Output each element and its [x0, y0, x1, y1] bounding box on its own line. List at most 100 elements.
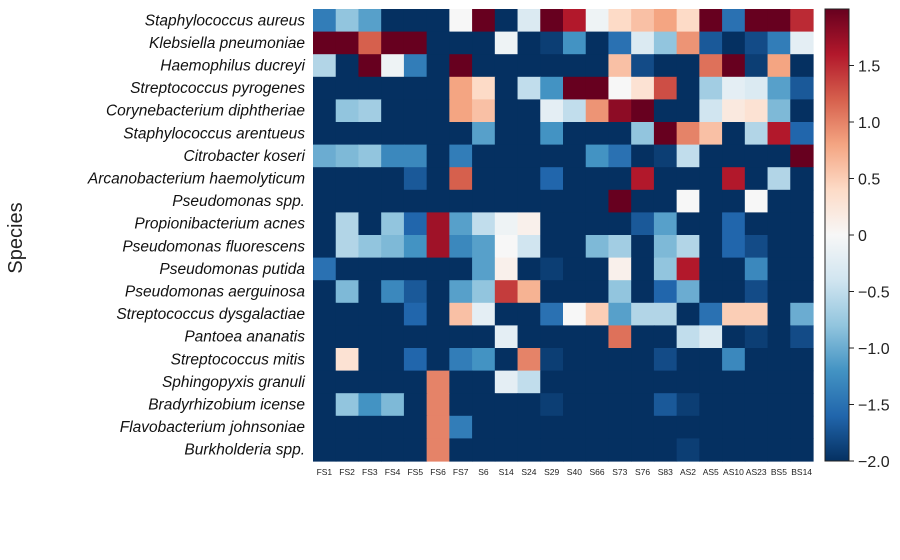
- heatmap-cell: [585, 99, 610, 123]
- heatmap-cell: [381, 348, 405, 372]
- column-label: FS7: [453, 467, 469, 477]
- heatmap-cell: [358, 76, 382, 100]
- heatmap-cell: [631, 370, 655, 394]
- heatmap-cell: [381, 370, 405, 394]
- heatmap-cell: [676, 99, 700, 123]
- heatmap-cell: [790, 122, 814, 146]
- heatmap-cell: [381, 302, 405, 326]
- heatmap-cell: [676, 167, 700, 191]
- heatmap-cell: [426, 99, 450, 123]
- colorbar-tick-label: 1.0: [858, 115, 880, 132]
- heatmap-cell: [313, 257, 337, 281]
- heatmap-cell: [653, 393, 678, 417]
- heatmap-cell: [426, 212, 450, 236]
- heatmap-cell: [381, 144, 405, 168]
- heatmap-cell: [403, 393, 428, 417]
- heatmap-cell: [449, 325, 473, 349]
- heatmap-cell: [540, 438, 564, 462]
- heatmap-cell: [653, 302, 678, 326]
- heatmap-cell: [494, 212, 519, 236]
- heatmap-cell: [790, 370, 814, 394]
- heatmap-cell: [767, 325, 791, 349]
- heatmap-cell: [790, 99, 814, 123]
- heatmap-cell: [358, 54, 382, 78]
- heatmap-cell: [449, 9, 473, 33]
- heatmap-cell: [313, 54, 337, 78]
- heatmap-cell: [358, 99, 382, 123]
- heatmap-cell: [426, 76, 450, 100]
- heatmap-cell: [790, 167, 814, 191]
- heatmap-cell: [335, 212, 360, 236]
- heatmap-cell: [653, 99, 678, 123]
- column-label: FS1: [317, 467, 333, 477]
- heatmap-cell: [585, 325, 610, 349]
- column-label: BS14: [791, 467, 812, 477]
- heatmap-cell: [517, 257, 541, 281]
- heatmap-cell: [449, 167, 473, 191]
- heatmap-cell: [381, 212, 405, 236]
- row-label: Sphingopyxis granuli: [162, 374, 306, 391]
- heatmap-cell: [335, 99, 360, 123]
- y-axis-label: Species: [5, 202, 27, 273]
- heatmap-cell: [653, 189, 678, 213]
- heatmap-cell: [540, 167, 564, 191]
- heatmap-cell: [676, 415, 700, 439]
- heatmap-cell: [676, 122, 700, 146]
- heatmap-cell: [653, 167, 678, 191]
- heatmap-cell: [608, 144, 632, 168]
- heatmap-cell: [517, 325, 541, 349]
- heatmap-cell: [767, 167, 791, 191]
- heatmap-cell: [358, 167, 382, 191]
- heatmap-cell: [381, 257, 405, 281]
- heatmap-cell: [722, 302, 746, 326]
- heatmap-cell: [563, 76, 587, 100]
- column-label: AS5: [703, 467, 719, 477]
- row-label: Burkholderia spp.: [184, 442, 305, 459]
- heatmap-cell: [335, 257, 360, 281]
- heatmap-cell: [699, 76, 723, 100]
- row-label: Klebsiella pneumoniae: [149, 35, 305, 52]
- heatmap-cell: [426, 257, 450, 281]
- heatmap-cell: [403, 348, 428, 372]
- heatmap-cell: [335, 167, 360, 191]
- heatmap-cell: [494, 54, 519, 78]
- heatmap-cell: [335, 280, 360, 304]
- heatmap-cell: [722, 415, 746, 439]
- heatmap-cell: [381, 99, 405, 123]
- heatmap-cell: [335, 302, 360, 326]
- heatmap-cell: [631, 257, 655, 281]
- colorbar-tick-label: 0: [858, 228, 867, 245]
- heatmap-cell: [699, 415, 723, 439]
- heatmap-cell: [767, 393, 791, 417]
- heatmap-cell: [744, 280, 769, 304]
- heatmap-cell: [449, 99, 473, 123]
- heatmap-cell: [540, 370, 564, 394]
- heatmap-cell: [676, 76, 700, 100]
- heatmap-cell: [722, 235, 746, 259]
- heatmap-cell: [426, 348, 450, 372]
- row-label: Flavobacterium johnsoniae: [120, 419, 306, 436]
- heatmap-cell: [426, 370, 450, 394]
- heatmap-cell: [744, 76, 769, 100]
- heatmap-cell: [517, 393, 541, 417]
- heatmap-cell: [608, 212, 632, 236]
- heatmap-cell: [653, 370, 678, 394]
- heatmap-cell: [699, 9, 723, 33]
- heatmap-cell: [426, 31, 450, 55]
- column-label: BS5: [771, 467, 787, 477]
- heatmap-cell: [631, 235, 655, 259]
- heatmap-cell: [744, 122, 769, 146]
- heatmap-cell: [381, 325, 405, 349]
- heatmap-cell: [358, 257, 382, 281]
- heatmap-cells: [313, 9, 814, 462]
- heatmap-cell: [381, 31, 405, 55]
- heatmap-cell: [540, 325, 564, 349]
- heatmap-cell: [631, 393, 655, 417]
- heatmap-cell: [381, 9, 405, 33]
- heatmap-cell: [517, 212, 541, 236]
- heatmap-cell: [744, 54, 769, 78]
- heatmap-cell: [472, 370, 496, 394]
- heatmap-cell: [608, 370, 632, 394]
- heatmap-cell: [494, 9, 519, 33]
- heatmap-cell: [790, 31, 814, 55]
